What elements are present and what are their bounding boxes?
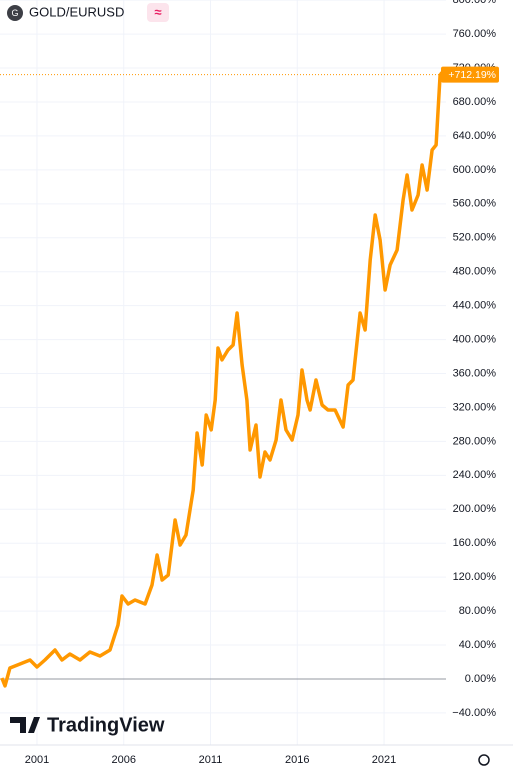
price-line <box>0 72 444 688</box>
y-tick-label: 680.00% <box>453 96 497 108</box>
y-tick-label: 600.00% <box>453 164 497 176</box>
y-tick-label: 440.00% <box>453 300 497 312</box>
y-tick-label: 760.00% <box>453 28 497 40</box>
x-tick-label: 2021 <box>372 754 396 766</box>
y-tick-label: 120.00% <box>453 571 497 583</box>
y-tick-label: 640.00% <box>453 130 497 142</box>
symbol-icon-letter: G <box>11 8 18 18</box>
chart-title: GOLD/EURUSD <box>29 4 124 19</box>
y-tick-label: 200.00% <box>453 503 497 515</box>
x-tick-label: 2006 <box>111 754 135 766</box>
last-price-badge <box>441 66 499 83</box>
settings-icon[interactable] <box>478 754 490 766</box>
badge: ≈ <box>154 4 161 19</box>
brand-logo <box>10 717 40 733</box>
last-price-label: +712.19% <box>448 69 496 81</box>
y-tick-label: 800.00% <box>453 0 497 6</box>
badge-bg <box>147 3 169 22</box>
x-tick-label: 2001 <box>25 754 49 766</box>
symbol-icon <box>7 5 23 21</box>
y-tick-label: 400.00% <box>453 333 497 345</box>
last-point <box>439 70 448 79</box>
x-tick-label: 2016 <box>285 754 309 766</box>
y-tick-label: 40.00% <box>459 639 497 651</box>
brand-name: TradingView <box>47 714 165 736</box>
y-tick-label: 560.00% <box>453 198 497 210</box>
y-tick-label: 320.00% <box>453 401 497 413</box>
y-tick-label: 360.00% <box>453 367 497 379</box>
y-tick-label: 480.00% <box>453 266 497 278</box>
y-tick-label: 240.00% <box>453 469 497 481</box>
y-tick-label: 160.00% <box>453 537 497 549</box>
y-tick-label: 520.00% <box>453 232 497 244</box>
x-tick-label: 2011 <box>199 754 223 766</box>
y-tick-label: 80.00% <box>459 605 497 617</box>
y-tick-label: −40.00% <box>452 707 496 719</box>
y-tick-label: 0.00% <box>465 673 496 685</box>
y-tick-label: 280.00% <box>453 435 497 447</box>
